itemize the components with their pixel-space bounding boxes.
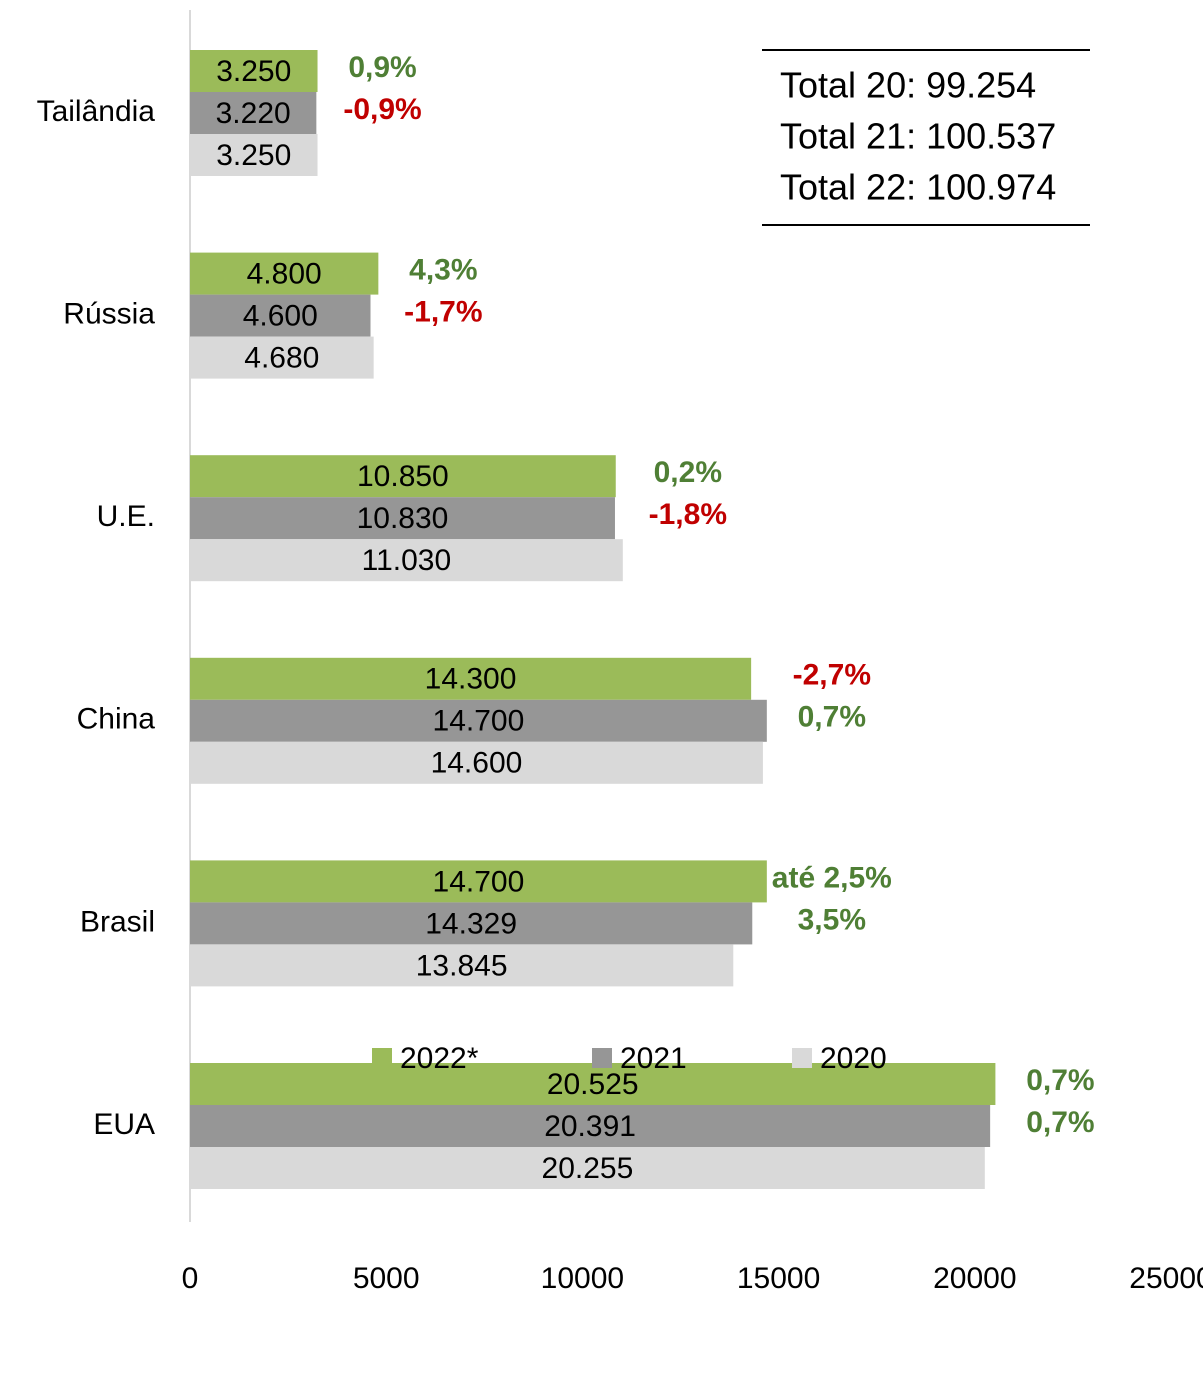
x-tick-label: 15000 <box>737 1262 820 1295</box>
annotation: -1,8% <box>649 498 727 531</box>
annotation: -2,7% <box>793 659 871 692</box>
bar <box>190 50 318 92</box>
annotation: 3,5% <box>798 903 866 936</box>
legend-swatch <box>372 1048 392 1068</box>
value-label: 14.600 <box>431 747 523 780</box>
annotation: 4,3% <box>409 254 477 287</box>
value-label: 20.391 <box>544 1110 636 1143</box>
value-label: 3.250 <box>216 55 291 88</box>
category-label: U.E. <box>97 500 155 533</box>
bar <box>190 860 767 903</box>
total-label: Total 20: 99.254 <box>780 65 1036 106</box>
category-label: Rússia <box>63 298 155 331</box>
value-label: 4.600 <box>243 300 318 333</box>
legend-label: 2021 <box>620 1042 687 1075</box>
value-label: 14.329 <box>425 907 517 940</box>
bar <box>190 902 753 945</box>
annotation: 0,7% <box>1026 1064 1094 1097</box>
annotation: 0,7% <box>798 701 866 734</box>
value-label: 4.800 <box>247 258 322 291</box>
bar <box>190 657 752 700</box>
bar <box>190 252 379 295</box>
bar <box>190 455 616 498</box>
bar <box>190 741 763 784</box>
value-label: 14.700 <box>433 705 525 738</box>
x-tick-label: 0 <box>182 1262 199 1295</box>
value-label: 3.220 <box>216 97 291 130</box>
category-label: China <box>77 703 156 736</box>
bar <box>190 92 317 134</box>
x-tick-label: 20000 <box>933 1262 1016 1295</box>
legend-label: 2020 <box>820 1042 887 1075</box>
annotation: 0,7% <box>1026 1106 1094 1139</box>
annotation: 0,2% <box>654 456 722 489</box>
bar <box>190 134 318 176</box>
annotation: 0,9% <box>348 51 416 84</box>
value-label: 13.845 <box>416 949 508 982</box>
bar <box>190 1063 996 1105</box>
bar <box>190 294 371 337</box>
x-tick-label: 10000 <box>541 1262 624 1295</box>
legend-swatch <box>792 1048 812 1068</box>
bar <box>190 336 374 379</box>
bar <box>190 497 615 540</box>
bar <box>190 944 734 987</box>
bar <box>190 1105 991 1147</box>
legend-label: 2022* <box>400 1042 479 1075</box>
legend-swatch <box>592 1048 612 1068</box>
bar <box>190 539 623 582</box>
annotation: até 2,5% <box>772 861 892 894</box>
total-label: Total 21: 100.537 <box>780 116 1056 157</box>
value-label: 11.030 <box>362 544 452 577</box>
annotation: -0,9% <box>343 93 421 126</box>
category-label: Brasil <box>80 905 155 938</box>
category-label: EUA <box>93 1108 155 1141</box>
value-label: 4.680 <box>244 342 319 375</box>
category-label: Tailândia <box>37 95 156 128</box>
bar <box>190 1147 985 1189</box>
value-label: 20.525 <box>547 1068 639 1101</box>
total-label: Total 22: 100.974 <box>780 167 1056 208</box>
value-label: 20.255 <box>542 1152 634 1185</box>
x-tick-label: 5000 <box>353 1262 420 1295</box>
value-label: 10.850 <box>357 460 449 493</box>
bar <box>190 699 767 742</box>
x-tick-label: 25000 <box>1129 1262 1203 1295</box>
value-label: 10.830 <box>357 502 449 535</box>
value-label: 14.300 <box>425 663 517 696</box>
value-label: 14.700 <box>433 865 525 898</box>
annotation: -1,7% <box>404 296 482 329</box>
value-label: 3.250 <box>216 139 291 172</box>
